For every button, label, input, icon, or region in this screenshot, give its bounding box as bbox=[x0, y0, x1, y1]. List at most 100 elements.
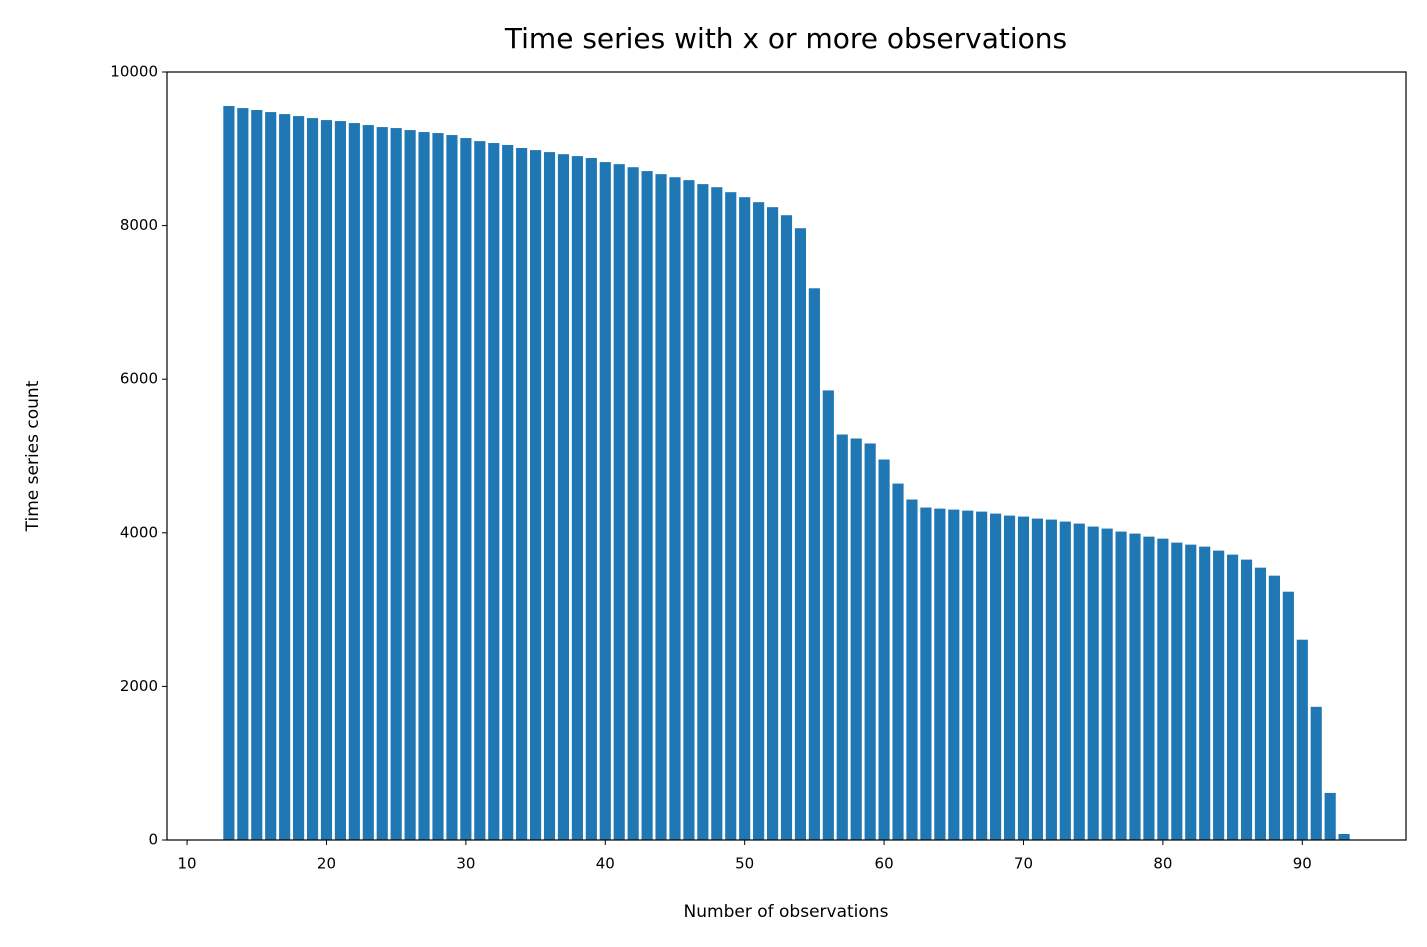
x-tick-label: 40 bbox=[596, 855, 615, 873]
y-tick-label: 4000 bbox=[120, 523, 158, 541]
bar bbox=[530, 150, 542, 841]
x-tick-label: 70 bbox=[1014, 855, 1033, 873]
bar bbox=[320, 120, 333, 841]
y-tick-label: 6000 bbox=[120, 370, 158, 388]
bar bbox=[1296, 639, 1308, 840]
bar bbox=[1171, 542, 1183, 840]
bar bbox=[892, 483, 904, 840]
bar bbox=[1101, 528, 1113, 840]
x-tick-label: 60 bbox=[875, 855, 894, 873]
bar bbox=[1017, 516, 1030, 840]
bar bbox=[739, 197, 751, 840]
bar bbox=[432, 133, 444, 840]
bar bbox=[1045, 519, 1057, 840]
bar bbox=[1199, 546, 1211, 840]
bar bbox=[265, 112, 277, 840]
y-tick-label: 2000 bbox=[120, 677, 158, 695]
bar bbox=[362, 125, 374, 841]
bar bbox=[1240, 559, 1253, 840]
bar bbox=[766, 207, 779, 841]
bar bbox=[279, 114, 291, 840]
bar bbox=[1254, 567, 1267, 840]
x-tick-label: 90 bbox=[1293, 855, 1312, 873]
bar bbox=[613, 164, 625, 840]
bar bbox=[1268, 575, 1280, 840]
x-tick-label: 50 bbox=[735, 855, 754, 873]
bar bbox=[223, 106, 235, 840]
bar bbox=[1003, 515, 1016, 840]
plot-frame bbox=[166, 71, 1407, 841]
bar bbox=[836, 434, 848, 840]
bar bbox=[976, 511, 988, 840]
y-tick-label: 8000 bbox=[120, 216, 158, 234]
bar bbox=[655, 174, 667, 841]
bar bbox=[906, 499, 918, 840]
bar bbox=[1059, 521, 1071, 840]
bar bbox=[585, 158, 597, 841]
bar bbox=[1338, 834, 1350, 840]
bar bbox=[711, 187, 723, 840]
bar bbox=[293, 116, 305, 841]
bar bbox=[753, 202, 765, 840]
bar bbox=[627, 167, 639, 840]
bar bbox=[1213, 550, 1225, 840]
bar bbox=[376, 127, 388, 840]
bar bbox=[697, 184, 709, 841]
bar bbox=[460, 138, 472, 841]
bar bbox=[488, 143, 500, 841]
bar bbox=[306, 118, 319, 840]
bar bbox=[934, 508, 946, 840]
bar bbox=[390, 128, 402, 841]
bar bbox=[1115, 531, 1127, 840]
bar bbox=[1157, 538, 1169, 840]
bar bbox=[237, 108, 249, 840]
bar bbox=[808, 288, 820, 840]
bar bbox=[1324, 792, 1336, 840]
y-axis-label: Time series count bbox=[23, 380, 43, 532]
bar bbox=[1087, 526, 1099, 840]
bar bbox=[543, 152, 556, 840]
bar bbox=[502, 144, 514, 840]
bar bbox=[599, 162, 611, 840]
bar bbox=[251, 110, 263, 841]
bar bbox=[1227, 554, 1239, 840]
bar bbox=[780, 215, 793, 840]
bar bbox=[948, 509, 960, 840]
bar bbox=[962, 510, 974, 840]
bar bbox=[334, 121, 346, 841]
bar bbox=[516, 148, 528, 841]
bar bbox=[1282, 591, 1294, 840]
bar bbox=[557, 154, 570, 840]
bar bbox=[1031, 518, 1043, 840]
bar bbox=[725, 192, 737, 840]
bar bbox=[1143, 536, 1155, 840]
bar bbox=[641, 171, 653, 840]
bar bbox=[446, 135, 458, 840]
bar bbox=[1129, 533, 1141, 840]
bar bbox=[474, 141, 486, 840]
bar bbox=[571, 156, 583, 840]
y-tick-label: 0 bbox=[148, 831, 158, 849]
bar bbox=[404, 130, 416, 841]
bar bbox=[920, 507, 932, 840]
bar bbox=[822, 390, 834, 840]
bar bbox=[864, 443, 876, 840]
bar bbox=[794, 228, 807, 841]
bar bbox=[878, 459, 890, 840]
bar bbox=[418, 132, 430, 840]
bar bbox=[1310, 706, 1322, 840]
bar bbox=[1073, 523, 1085, 840]
bar bbox=[669, 177, 681, 840]
bar bbox=[990, 513, 1002, 840]
x-tick-label: 30 bbox=[456, 855, 475, 873]
chart-title: Time series with x or more observations bbox=[504, 22, 1067, 55]
x-axis-label: Number of observations bbox=[684, 902, 889, 922]
bar bbox=[683, 180, 695, 840]
bar bbox=[1185, 544, 1197, 840]
bar bbox=[348, 123, 360, 840]
x-tick-label: 20 bbox=[317, 855, 336, 873]
x-tick-label: 10 bbox=[178, 855, 197, 873]
x-tick-label: 80 bbox=[1153, 855, 1172, 873]
y-tick-label: 10000 bbox=[110, 63, 158, 81]
